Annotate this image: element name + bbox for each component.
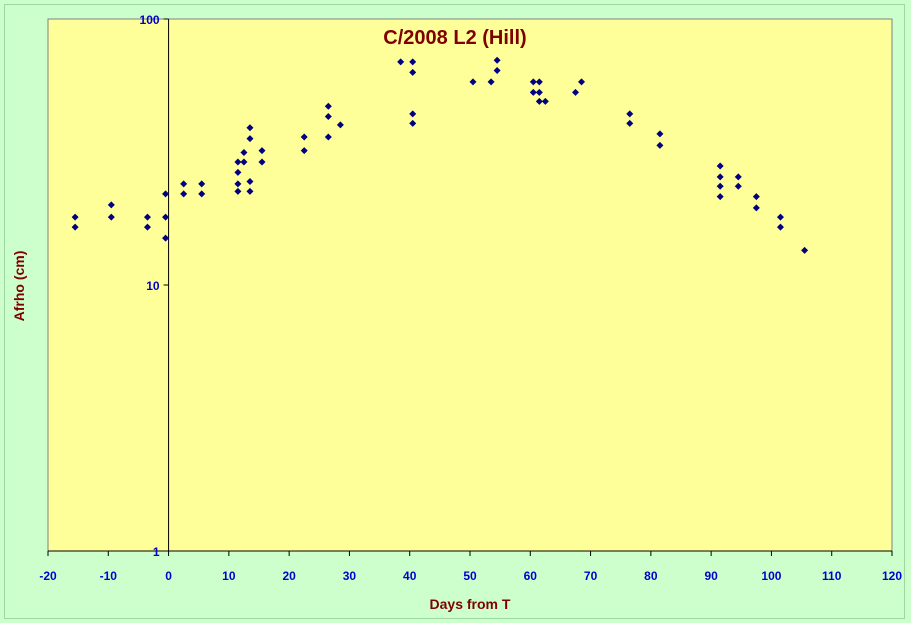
data-point (234, 168, 242, 176)
data-point (752, 204, 760, 212)
x-tick-label: 0 (165, 569, 172, 583)
data-point (198, 180, 206, 188)
data-point (397, 58, 405, 66)
data-point (143, 223, 151, 231)
data-point (240, 148, 248, 156)
data-point (71, 223, 79, 231)
y-axis: 1 10 100 (140, 13, 169, 559)
data-point (246, 135, 254, 143)
y-tick-label: 10 (146, 279, 160, 293)
data-point (107, 213, 115, 221)
data-point (535, 88, 543, 96)
data-point (535, 97, 543, 105)
y-axis-title: Afrho (cm) (11, 251, 27, 322)
data-point (246, 177, 254, 185)
x-tick-label: 80 (644, 569, 658, 583)
data-point (234, 187, 242, 195)
data-point (578, 78, 586, 86)
data-point (529, 88, 537, 96)
data-point (776, 223, 784, 231)
data-point (246, 124, 254, 132)
x-tick-label: 90 (704, 569, 718, 583)
data-point (626, 119, 634, 127)
x-tick-label: 120 (882, 569, 902, 583)
data-point (162, 234, 170, 242)
x-tick-label: 40 (403, 569, 417, 583)
data-point (409, 68, 417, 76)
data-point (107, 201, 115, 209)
data-point (162, 213, 170, 221)
data-point (487, 78, 495, 86)
data-point (300, 147, 308, 155)
data-point (752, 193, 760, 201)
y-tick-label: 100 (140, 13, 160, 27)
data-point (734, 182, 742, 190)
x-tick-label: 30 (343, 569, 357, 583)
x-tick-label: -20 (39, 569, 57, 583)
data-point (656, 130, 664, 138)
data-point (409, 110, 417, 118)
data-point (469, 78, 477, 86)
data-point (234, 158, 242, 166)
data-point (409, 119, 417, 127)
data-point (716, 162, 724, 170)
data-point (493, 56, 501, 64)
x-tick-label: 10 (222, 569, 236, 583)
plot-area (47, 18, 893, 552)
y-tick-label: 1 (153, 545, 160, 559)
data-point (246, 187, 254, 195)
data-point (626, 110, 634, 118)
x-axis: -20 -10 0 10 20 30 40 50 60 70 80 90 100 110 120 (39, 550, 902, 583)
data-point (240, 158, 248, 166)
data-point (258, 147, 266, 155)
x-tick-label: 70 (584, 569, 598, 583)
data-point (258, 158, 266, 166)
data-point (180, 180, 188, 188)
data-point (300, 133, 308, 141)
data-point (324, 112, 332, 120)
data-point (716, 182, 724, 190)
data-point (572, 88, 579, 96)
x-axis-title: Days from T (430, 596, 511, 612)
x-tick-label: 20 (282, 569, 296, 583)
data-point (541, 97, 549, 105)
data-point (493, 67, 501, 75)
data-point (180, 190, 188, 198)
data-point (71, 213, 79, 221)
data-point (529, 78, 537, 86)
chart-frame (4, 4, 905, 619)
data-point (409, 58, 417, 66)
data-point (776, 213, 784, 221)
x-tick-label: 100 (761, 569, 781, 583)
data-point (716, 193, 724, 201)
data-point (324, 102, 332, 110)
data-point (162, 190, 170, 198)
x-tick-label: -10 (100, 569, 118, 583)
x-tick-label: 60 (524, 569, 538, 583)
data-point (716, 173, 724, 181)
data-point (734, 173, 742, 181)
data-points (71, 56, 809, 254)
data-point (198, 190, 206, 198)
data-point (336, 121, 344, 129)
data-point (801, 246, 809, 254)
data-point (143, 213, 151, 221)
data-point (234, 180, 242, 188)
data-point (535, 78, 543, 86)
data-point (656, 141, 664, 149)
data-point (324, 133, 332, 141)
x-tick-label: 110 (822, 569, 842, 583)
chart-title: C/2008 L2 (Hill) (383, 27, 526, 49)
x-tick-label: 50 (463, 569, 477, 583)
